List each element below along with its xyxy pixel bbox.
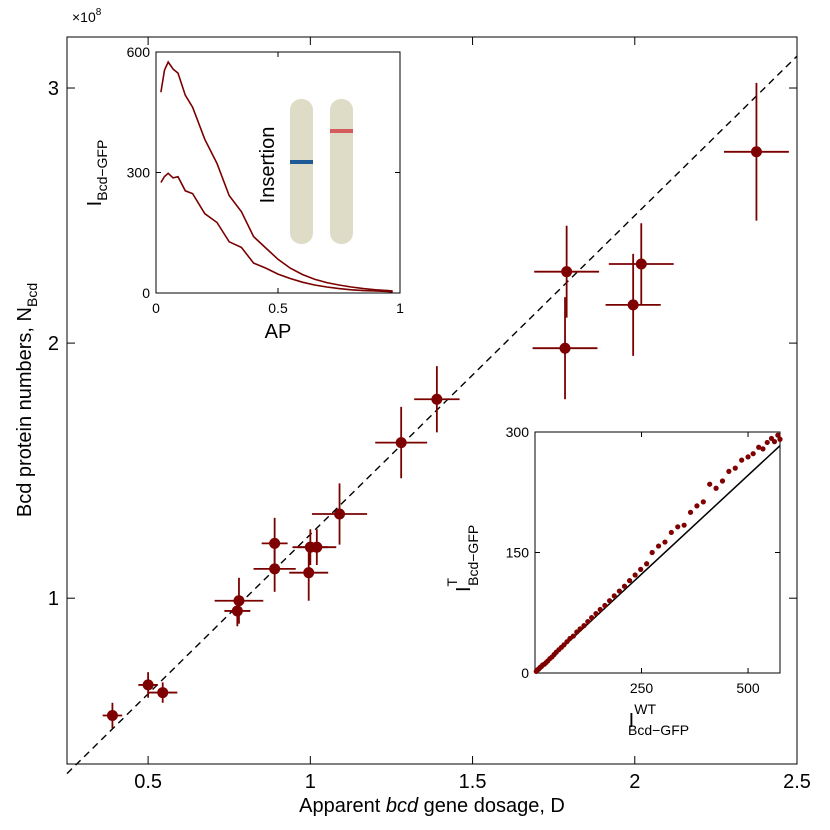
inset-bottom-data-point bbox=[675, 524, 681, 530]
data-point bbox=[561, 266, 573, 278]
data-point bbox=[750, 146, 762, 158]
inset-top-x-tick-label: 0.5 bbox=[268, 300, 288, 316]
inset-bottom-x-axis-label: IWT Bcd−GFP bbox=[628, 701, 689, 738]
inset-bottom-x-tick-label: 250 bbox=[630, 680, 654, 696]
chromosome-left bbox=[290, 99, 313, 244]
inset-bottom-y-tick-label: 300 bbox=[506, 424, 530, 440]
inset-bottom-data-point bbox=[750, 451, 756, 457]
insertion-marker-blue bbox=[290, 160, 313, 164]
inset-top-layer: 0 0.5 1 0 300 600 bbox=[127, 44, 404, 316]
data-point bbox=[231, 605, 243, 617]
inset-bottom-data-point bbox=[700, 499, 706, 505]
inset-top-series-lower bbox=[160, 172, 393, 293]
main-plot-frame bbox=[66, 36, 798, 765]
inset-bottom-data-point bbox=[681, 522, 687, 528]
data-point bbox=[303, 567, 315, 579]
inset-bottom-data-point bbox=[585, 618, 591, 625]
inset-top-x-tick-label: 1 bbox=[396, 300, 404, 316]
insertion-marker-red bbox=[330, 129, 353, 133]
reference-line bbox=[66, 55, 798, 775]
data-point bbox=[157, 687, 169, 699]
inset-bottom-data-point bbox=[589, 614, 595, 621]
inset-bottom-data-point bbox=[713, 485, 719, 491]
inset-bottom-y-tick-label: 150 bbox=[506, 545, 530, 561]
data-point bbox=[106, 710, 118, 722]
inset-bottom-data-point bbox=[745, 454, 751, 460]
x-tick-label: 2.5 bbox=[783, 771, 811, 793]
inset-bottom-data-point bbox=[687, 509, 694, 515]
inset-bottom-data-point bbox=[771, 439, 778, 445]
inset-top-y-tick-label: 0 bbox=[142, 285, 150, 301]
x-tick-label: 0.5 bbox=[134, 771, 162, 793]
inset-top-x-axis-label: AP bbox=[265, 321, 292, 343]
y-tick-label: 3 bbox=[48, 78, 59, 100]
main-y-axis-label: Bcd protein numbers, NBcd bbox=[14, 283, 40, 517]
inset-bottom-data-point bbox=[577, 626, 583, 632]
data-point bbox=[142, 679, 154, 691]
inset-bottom-data-point bbox=[570, 633, 576, 639]
inset-bottom-data-point bbox=[581, 623, 587, 629]
inset-bottom-data-point bbox=[764, 439, 770, 446]
inset-bottom-data-point bbox=[638, 566, 644, 572]
inset-bottom-data-point bbox=[726, 468, 732, 474]
inset-top-y-tick-label: 300 bbox=[127, 165, 151, 181]
y-tick-label: 2 bbox=[48, 333, 59, 355]
data-point bbox=[627, 299, 639, 311]
x-tick-label: 1.5 bbox=[459, 771, 487, 793]
inset-bottom-data-point bbox=[777, 436, 783, 442]
inset-bottom-data-point bbox=[602, 602, 608, 609]
inset-bottom-data-point bbox=[719, 478, 726, 484]
inset-bottom-data-point bbox=[655, 543, 662, 549]
inset-bottom-y-axis-label: IT Bcd−GFP bbox=[444, 525, 481, 592]
main-chart-layer: 0.5 1 1.5 2 2.5 1 2 3 bbox=[48, 37, 811, 793]
chromosome-right bbox=[330, 99, 353, 244]
inset-bottom-data-point bbox=[662, 539, 668, 545]
inset-bottom-x-tick-label: 500 bbox=[736, 680, 760, 696]
inset-top-y-tick-label: 600 bbox=[127, 44, 151, 60]
data-point bbox=[233, 595, 245, 607]
inset-bottom-data-point bbox=[775, 432, 781, 438]
inset-bottom-data-point bbox=[616, 588, 622, 594]
inset-bottom-data-point bbox=[632, 572, 638, 578]
data-point bbox=[395, 437, 407, 449]
inset-bottom-data-point bbox=[626, 578, 633, 584]
data-point bbox=[635, 258, 647, 270]
data-point bbox=[334, 508, 346, 520]
inset-bottom-data-point bbox=[606, 598, 613, 604]
main-x-axis-label: Apparent bcd gene dosage, D bbox=[299, 795, 565, 817]
data-point bbox=[269, 537, 281, 549]
inset-bottom-y-tick-label: 0 bbox=[521, 665, 529, 681]
insertion-label: Insertion bbox=[257, 127, 279, 204]
inset-bottom-data-point bbox=[611, 593, 617, 599]
inset-top-y-axis-label: IBcd−GFP bbox=[84, 140, 110, 207]
y-tick-label: 1 bbox=[48, 588, 59, 610]
inset-bottom-layer: 250 500 0 150 300 bbox=[506, 424, 783, 696]
x-tick-label: 1 bbox=[305, 771, 316, 793]
inset-bottom-data-point bbox=[694, 503, 700, 509]
inset-top-series-upper bbox=[160, 60, 393, 292]
inset-bottom-data-point bbox=[739, 457, 745, 463]
inset-bottom-data-point bbox=[593, 610, 599, 617]
inset-bottom-data-point bbox=[668, 529, 674, 536]
inset-bottom-data-point bbox=[621, 583, 628, 589]
inset-bottom-fit-line bbox=[534, 445, 781, 674]
inset-bottom-data-point bbox=[644, 561, 650, 567]
inset-bottom-data-point bbox=[597, 606, 603, 613]
inset-bottom-data-point bbox=[732, 465, 738, 471]
inset-bottom-data-point bbox=[707, 481, 713, 487]
inset-bottom-data-point bbox=[649, 549, 655, 556]
x-tick-label: 2 bbox=[629, 771, 640, 793]
inset-bottom-data-point bbox=[760, 446, 766, 452]
data-point bbox=[559, 342, 571, 354]
inset-bottom-data-point bbox=[574, 629, 580, 635]
y-axis-multiplier: ×108 bbox=[72, 7, 102, 25]
inset-top-x-tick-label: 0 bbox=[152, 300, 160, 316]
inset-bottom-data-point bbox=[756, 444, 762, 450]
data-point bbox=[311, 541, 323, 553]
data-point bbox=[431, 393, 443, 405]
